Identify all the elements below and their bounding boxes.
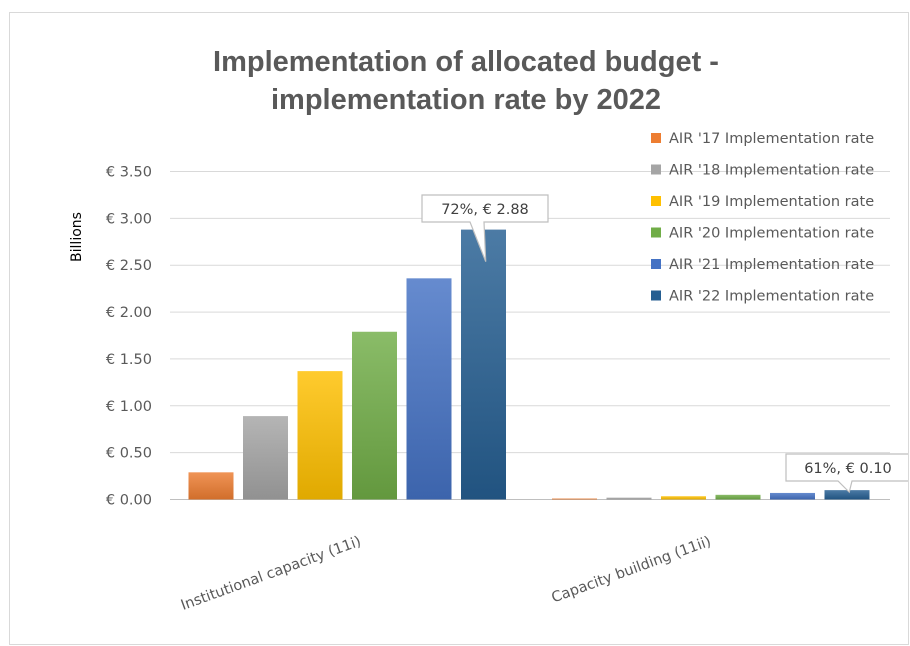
y-tick-labels: € 0.00 € 0.50 € 1.00 € 1.50 € 2.00 € 2.50 € 3.… <box>106 165 152 509</box>
bar <box>352 331 397 500</box>
bars <box>188 229 870 500</box>
bar <box>824 490 870 500</box>
y-tick-label: € 2.50 <box>106 258 152 274</box>
bar <box>715 494 761 500</box>
y-tick-label: € 2.00 <box>106 305 152 321</box>
legend-swatch <box>651 290 661 301</box>
legend-entry: AIR '20 Implementation rate <box>669 226 874 242</box>
legend-swatch <box>651 259 661 269</box>
legend-entry: AIR '17 Implementation rate <box>669 131 874 147</box>
category-label: Institutional capacity (11i) <box>179 534 364 614</box>
callout-label: 61%, € 0.10 <box>804 461 892 477</box>
chart-title-line-2: implementation rate by 2022 <box>271 84 661 116</box>
bar <box>552 498 597 500</box>
y-tick-label: € 1.00 <box>106 399 152 415</box>
y-tick-label: € 0.50 <box>106 446 152 462</box>
legend-swatch <box>651 164 661 175</box>
chart-title-line-1: Implementation of allocated budget - <box>213 46 719 78</box>
legend-entry: AIR '19 Implementation rate <box>669 194 874 210</box>
legend-entry: AIR '21 Implementation rate <box>669 257 874 273</box>
legend: AIR '17 Implementation rate AIR '18 Imple… <box>651 131 874 305</box>
bar <box>243 416 288 500</box>
callout-box <box>785 453 908 494</box>
legend-swatch <box>651 227 661 238</box>
y-tick-label: € 1.50 <box>106 352 152 368</box>
callout-box <box>421 194 549 262</box>
bar <box>188 472 234 500</box>
legend-swatch <box>651 196 661 206</box>
chart-svg: Implementation of allocated budget - imp… <box>69 46 908 614</box>
legend-entry: AIR '18 Implementation rate <box>669 163 874 179</box>
bar <box>461 229 506 500</box>
legend-entry: AIR '22 Implementation rate <box>669 289 874 305</box>
category-label: Capacity building (11ii) <box>550 534 714 607</box>
y-tick-label: € 3.00 <box>106 211 152 227</box>
bar <box>770 492 815 500</box>
data-callouts: 72%, € 2.88 61%, € 0.10 <box>421 194 908 494</box>
y-axis-label: Billions <box>69 212 85 262</box>
gridlines <box>170 171 890 500</box>
chart-frame: Implementation of allocated budget - imp… <box>9 12 909 645</box>
bar <box>661 496 706 500</box>
y-tick-label: € 0.00 <box>106 493 152 509</box>
y-tick-label: € 3.50 <box>106 165 152 181</box>
bar <box>297 371 343 500</box>
category-labels: Institutional capacity (11i) Capacity bui… <box>179 534 714 614</box>
callout-label: 72%, € 2.88 <box>441 202 529 218</box>
bar <box>606 497 652 500</box>
bar <box>406 278 452 500</box>
legend-swatch <box>651 133 661 143</box>
